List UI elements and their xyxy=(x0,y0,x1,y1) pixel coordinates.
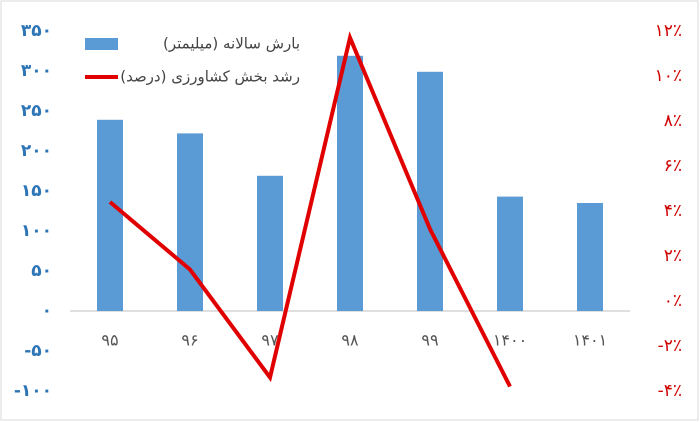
y2-tick-label: ۲٪ xyxy=(664,246,682,266)
y-tick-label: ۲۰۰ xyxy=(21,141,52,161)
bar xyxy=(577,203,603,311)
x-tick-label: ۹۵ xyxy=(101,331,118,350)
y2-tick-label: ۰٪ xyxy=(664,291,682,311)
y-tick-label: ۲۵۰ xyxy=(21,101,52,121)
bar xyxy=(417,71,443,311)
y2-tick-label: ۶٪ xyxy=(664,156,682,176)
y-tick-label: -۵۰ xyxy=(24,341,52,361)
y-tick-label: ۳۵۰ xyxy=(21,21,52,41)
x-tick-label: ۹۶ xyxy=(181,331,198,350)
x-tick-label: ۹۷ xyxy=(261,331,279,350)
y-tick-label: ۰ xyxy=(42,301,52,321)
y-tick-label: ۵۰ xyxy=(31,261,52,281)
bar xyxy=(497,196,523,311)
x-tick-label: ۱۴۰۱ xyxy=(573,331,607,350)
line xyxy=(108,31,512,388)
y-tick-label: ۱۵۰ xyxy=(21,181,52,201)
bar xyxy=(97,119,123,311)
bar xyxy=(257,175,283,311)
y2-tick-label: ۴٪ xyxy=(664,201,682,221)
y2-tick-label: ۸٪ xyxy=(664,111,682,131)
legend-label: رشد بخش کشاورزی (درصد) xyxy=(120,68,300,86)
y2-tick-label: ۱۲٪ xyxy=(655,21,682,41)
y2-tick-label: ۱۰٪ xyxy=(655,66,682,86)
legend-label: بارش سالانه (میلیمتر) xyxy=(163,35,300,53)
y-tick-label: ۱۰۰ xyxy=(21,221,52,241)
y2-tick-label: -۲٪ xyxy=(658,336,682,356)
y-tick-label: -۱۰۰ xyxy=(14,381,52,401)
x-tick-label: ۱۴۰۰ xyxy=(493,331,527,350)
y2-tick-label: -۴٪ xyxy=(658,381,682,401)
legend-swatch xyxy=(85,38,118,50)
x-tick-label: ۹۹ xyxy=(421,331,438,350)
y-tick-label: ۳۰۰ xyxy=(21,61,52,81)
x-tick-label: ۹۸ xyxy=(341,331,359,350)
bar xyxy=(337,55,363,311)
